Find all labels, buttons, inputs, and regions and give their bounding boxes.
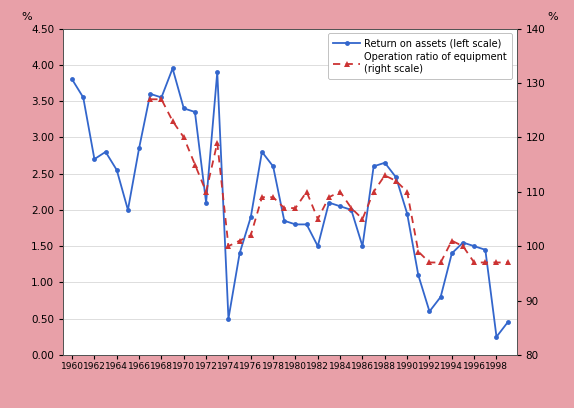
Operation ratio of equipment
(right scale) xyxy=(370,189,377,194)
Operation ratio of equipment
(right scale) xyxy=(460,244,467,248)
Return on assets (left scale) xyxy=(158,95,165,100)
Operation ratio of equipment
(right scale) xyxy=(180,135,187,140)
Operation ratio of equipment
(right scale) xyxy=(192,162,199,167)
Operation ratio of equipment
(right scale) xyxy=(359,217,366,222)
Operation ratio of equipment
(right scale) xyxy=(292,206,299,211)
Return on assets (left scale) xyxy=(281,218,288,223)
Return on assets (left scale) xyxy=(303,222,310,227)
Return on assets (left scale) xyxy=(192,109,199,114)
Return on assets (left scale) xyxy=(359,244,366,248)
Operation ratio of equipment
(right scale) xyxy=(325,195,332,200)
Return on assets (left scale) xyxy=(247,215,254,220)
Return on assets (left scale) xyxy=(113,168,120,173)
Return on assets (left scale) xyxy=(482,247,489,252)
Return on assets (left scale) xyxy=(348,207,355,212)
Return on assets (left scale) xyxy=(381,160,388,165)
Return on assets (left scale) xyxy=(370,164,377,169)
Return on assets (left scale) xyxy=(337,204,344,209)
Return on assets (left scale) xyxy=(180,106,187,111)
Operation ratio of equipment
(right scale) xyxy=(504,260,511,265)
Return on assets (left scale) xyxy=(147,91,154,96)
Operation ratio of equipment
(right scale) xyxy=(158,97,165,102)
Return on assets (left scale) xyxy=(169,66,176,71)
Return on assets (left scale) xyxy=(135,146,142,151)
Operation ratio of equipment
(right scale) xyxy=(281,206,288,211)
Return on assets (left scale) xyxy=(258,149,265,154)
Operation ratio of equipment
(right scale) xyxy=(482,260,489,265)
Operation ratio of equipment
(right scale) xyxy=(247,233,254,238)
Return on assets (left scale) xyxy=(91,157,98,162)
Return on assets (left scale) xyxy=(69,77,76,82)
Operation ratio of equipment
(right scale) xyxy=(214,140,221,145)
Return on assets (left scale) xyxy=(426,309,433,314)
Return on assets (left scale) xyxy=(270,164,277,169)
Operation ratio of equipment
(right scale) xyxy=(337,189,344,194)
Operation ratio of equipment
(right scale) xyxy=(258,195,265,200)
Operation ratio of equipment
(right scale) xyxy=(270,195,277,200)
Return on assets (left scale) xyxy=(325,200,332,205)
Legend: Return on assets (left scale), Operation ratio of equipment
(right scale): Return on assets (left scale), Operation… xyxy=(328,33,512,79)
Return on assets (left scale) xyxy=(125,207,131,212)
Operation ratio of equipment
(right scale) xyxy=(303,189,310,194)
Operation ratio of equipment
(right scale) xyxy=(415,249,422,254)
Operation ratio of equipment
(right scale) xyxy=(225,244,232,248)
Return on assets (left scale) xyxy=(504,320,511,325)
Return on assets (left scale) xyxy=(493,335,500,339)
Return on assets (left scale) xyxy=(404,211,410,216)
Return on assets (left scale) xyxy=(437,295,444,299)
Return on assets (left scale) xyxy=(315,244,321,248)
Operation ratio of equipment
(right scale) xyxy=(437,260,444,265)
Return on assets (left scale) xyxy=(102,149,109,154)
Operation ratio of equipment
(right scale) xyxy=(381,173,388,178)
Return on assets (left scale) xyxy=(393,175,400,180)
Operation ratio of equipment
(right scale) xyxy=(236,238,243,243)
Operation ratio of equipment
(right scale) xyxy=(448,238,455,243)
Operation ratio of equipment
(right scale) xyxy=(493,260,500,265)
Return on assets (left scale) xyxy=(448,251,455,256)
Operation ratio of equipment
(right scale) xyxy=(169,119,176,124)
Operation ratio of equipment
(right scale) xyxy=(471,260,478,265)
Return on assets (left scale) xyxy=(415,273,422,277)
Line: Operation ratio of equipment
(right scale): Operation ratio of equipment (right scal… xyxy=(148,97,510,265)
Text: %: % xyxy=(548,12,558,22)
Line: Return on assets (left scale): Return on assets (left scale) xyxy=(69,66,510,339)
Return on assets (left scale) xyxy=(214,70,221,75)
Return on assets (left scale) xyxy=(203,200,210,205)
Operation ratio of equipment
(right scale) xyxy=(393,178,400,183)
Operation ratio of equipment
(right scale) xyxy=(315,217,321,222)
Return on assets (left scale) xyxy=(471,244,478,248)
Return on assets (left scale) xyxy=(225,316,232,321)
Operation ratio of equipment
(right scale) xyxy=(426,260,433,265)
Return on assets (left scale) xyxy=(460,240,467,245)
Return on assets (left scale) xyxy=(236,251,243,256)
Text: %: % xyxy=(22,12,32,22)
Operation ratio of equipment
(right scale) xyxy=(348,206,355,211)
Return on assets (left scale) xyxy=(292,222,299,227)
Operation ratio of equipment
(right scale) xyxy=(147,97,154,102)
Operation ratio of equipment
(right scale) xyxy=(404,189,410,194)
Operation ratio of equipment
(right scale) xyxy=(203,189,210,194)
Return on assets (left scale) xyxy=(80,95,87,100)
